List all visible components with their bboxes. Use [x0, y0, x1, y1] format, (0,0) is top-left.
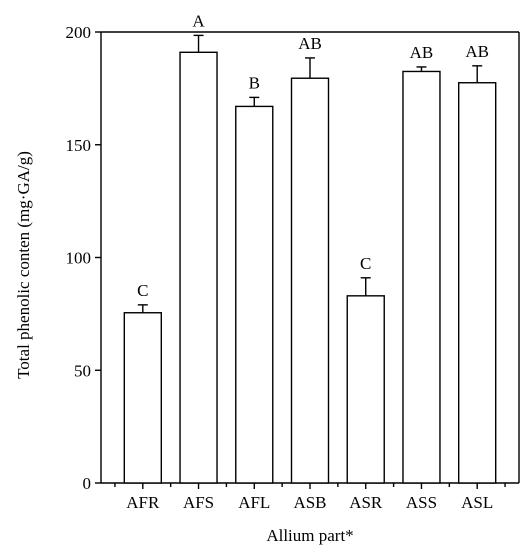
significance-label: AB — [465, 42, 489, 61]
x-tick-label: ASS — [406, 493, 437, 512]
x-tick-label: ASL — [461, 493, 493, 512]
x-tick-label: AFR — [126, 493, 160, 512]
x-tick-label: AFS — [183, 493, 214, 512]
y-tick-label: 150 — [66, 136, 92, 155]
y-axis-ticks: 0 50 100 150 200 — [66, 23, 101, 493]
x-tick-label: AFL — [238, 493, 270, 512]
bar-afr — [123, 312, 163, 484]
bar-afl — [235, 105, 274, 484]
x-axis-title: Allium part* — [266, 526, 353, 545]
bar-asr — [346, 295, 385, 484]
significance-label: C — [137, 281, 148, 300]
significance-label: A — [192, 11, 205, 30]
significance-label: B — [249, 73, 260, 92]
bar-afs — [179, 51, 218, 484]
y-tick-label: 100 — [66, 249, 92, 268]
bar-asl — [458, 82, 497, 484]
x-tick-label: ASB — [293, 493, 326, 512]
x-tick-label: ASR — [349, 493, 383, 512]
y-tick-label: 0 — [83, 474, 92, 493]
y-axis-title: Total phenolic conten (mg·GA/g) — [14, 151, 33, 379]
significance-label: C — [360, 254, 371, 273]
significance-label: AB — [410, 43, 434, 62]
bar-asb — [290, 77, 330, 484]
bar-ass — [402, 70, 441, 484]
x-axis-ticks: AFR AFS AFL ASB ASR ASS ASL — [114, 483, 506, 512]
significance-label: AB — [298, 34, 322, 53]
y-tick-label: 50 — [74, 361, 91, 380]
y-tick-label: 200 — [66, 23, 92, 42]
